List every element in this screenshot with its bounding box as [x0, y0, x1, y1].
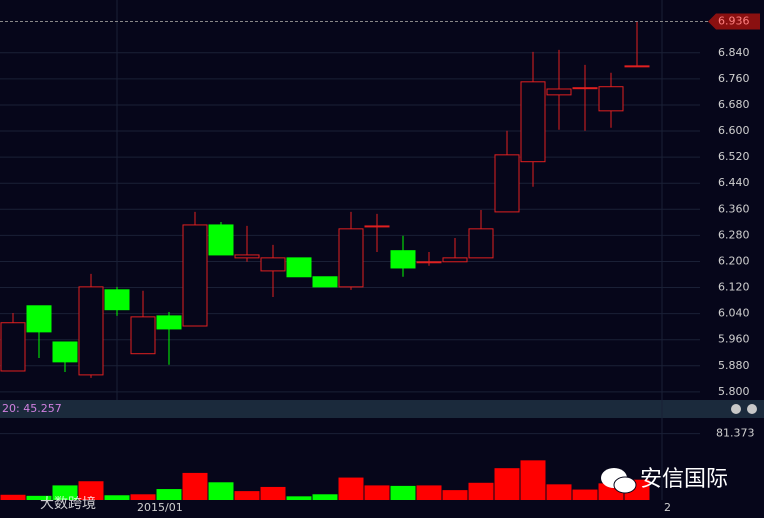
- watermark: 安信国际 大数跨境: [40, 467, 728, 512]
- volume-bar: [520, 460, 546, 500]
- y-tick-label: 5.880: [718, 359, 750, 372]
- candle-body: [442, 257, 468, 263]
- x-tick-label: 2015/01: [137, 501, 183, 514]
- candle-body: [130, 316, 156, 355]
- candle-body: [104, 289, 130, 311]
- y-tick-label: 6.120: [718, 281, 750, 294]
- volume-bar: [104, 495, 130, 500]
- y-tick-label: 6.840: [718, 46, 750, 59]
- candle-body: [52, 341, 78, 363]
- volume-bar: [260, 486, 286, 500]
- candle-body: [156, 315, 182, 330]
- close-button[interactable]: [731, 404, 741, 414]
- volume-bar: [364, 485, 390, 500]
- volume-bar: [208, 482, 234, 500]
- candle-body: [390, 250, 416, 269]
- candle-body: [26, 305, 52, 333]
- volume-bar: [78, 481, 104, 500]
- candle-body: [286, 257, 312, 278]
- volume-bar: [130, 494, 156, 500]
- volume-bar: [572, 489, 598, 500]
- volume-bar: [338, 477, 364, 500]
- candle-body: [364, 225, 390, 228]
- candle-body: [468, 228, 494, 259]
- wechat-icon: [613, 476, 637, 494]
- volume-bar: [494, 468, 520, 500]
- y-tick-label: 6.200: [718, 254, 750, 267]
- watermark-text: 安信国际: [640, 467, 728, 492]
- volume-bar: [312, 494, 338, 500]
- candle-body: [572, 87, 598, 90]
- y-tick-label: 5.800: [718, 385, 750, 398]
- volume-bar: [234, 491, 260, 500]
- candle-body: [208, 224, 234, 256]
- y-tick-label: 6.360: [718, 202, 750, 215]
- y-tick-label: 6.040: [718, 307, 750, 320]
- volume-bar: [546, 484, 572, 500]
- candle-body: [0, 322, 26, 372]
- y-tick-label: 5.960: [718, 333, 750, 346]
- y-tick-label: 6.440: [718, 176, 750, 189]
- watermark-text: 大数跨境: [40, 496, 96, 512]
- settings-button[interactable]: [747, 404, 757, 414]
- x-tick-label: 2: [664, 501, 671, 514]
- candle-body: [260, 257, 286, 272]
- candle-body: [182, 224, 208, 327]
- y-tick-label: 81.373: [716, 427, 755, 440]
- volume-bar: [416, 485, 442, 500]
- candle-body: [494, 154, 520, 213]
- volume-bar: [52, 485, 78, 500]
- candle-body: [520, 81, 546, 163]
- last-price-label: 6.936: [718, 15, 750, 28]
- volume-bar: [442, 490, 468, 500]
- candle-body: [546, 88, 572, 96]
- y-tick-label: 6.680: [718, 98, 750, 111]
- candle-body: [338, 228, 364, 288]
- candle-body: [416, 261, 442, 264]
- volume-indicator: 20: 45.257: [2, 402, 62, 415]
- candle-body: [234, 254, 260, 259]
- candle-body: [312, 276, 338, 288]
- y-tick-label: 6.600: [718, 124, 750, 137]
- last-price-tag: [708, 13, 760, 30]
- panel-divider: [0, 400, 764, 418]
- volume-bar: [286, 496, 312, 500]
- volume-bar: [182, 472, 208, 500]
- candle-body: [624, 65, 650, 68]
- volume-bar: [0, 494, 26, 500]
- volume-bar: [390, 485, 416, 500]
- candle-body: [598, 86, 624, 112]
- y-tick-label: 6.760: [718, 72, 750, 85]
- volume-bar: [468, 482, 494, 500]
- volume-bar: [26, 495, 52, 500]
- y-tick-label: 6.520: [718, 150, 750, 163]
- y-tick-label: 6.280: [718, 228, 750, 241]
- volume-bar: [156, 489, 182, 500]
- candle-body: [78, 286, 104, 376]
